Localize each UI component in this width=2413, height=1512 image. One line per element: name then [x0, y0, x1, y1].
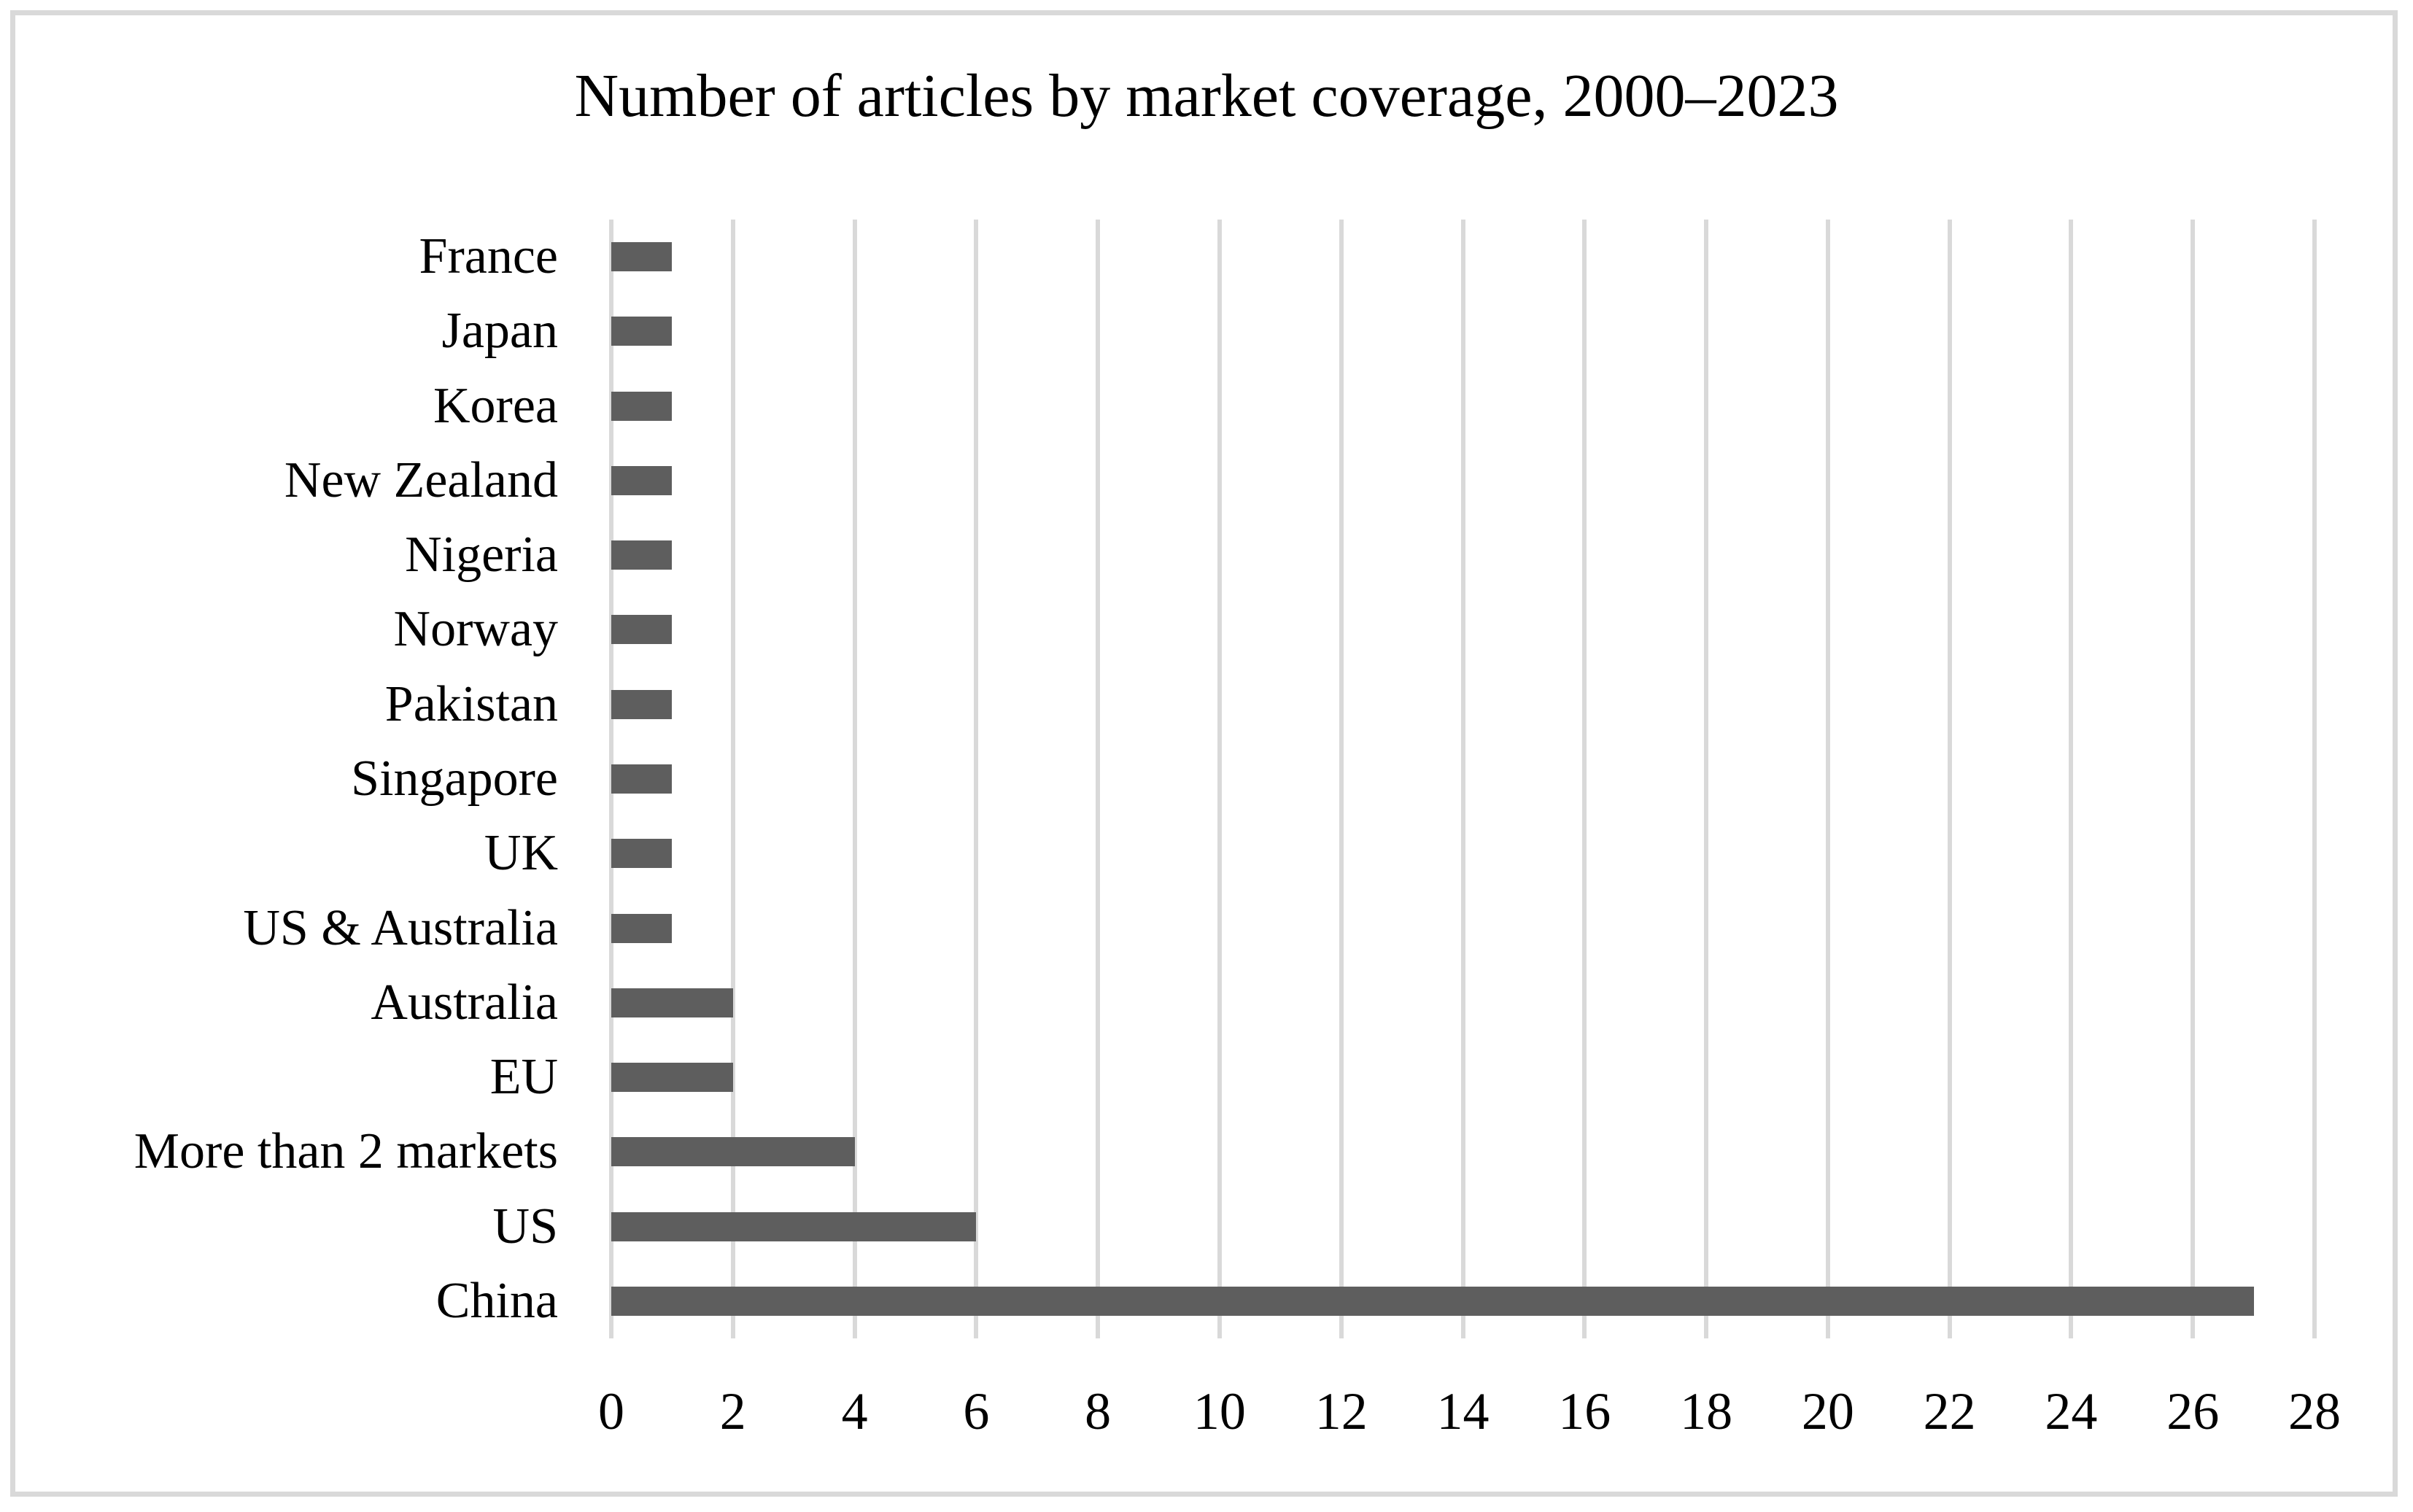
gridline-x-10 — [1217, 220, 1222, 1338]
category-label-eu: EU — [489, 1049, 558, 1106]
gridline-x-24 — [2069, 220, 2074, 1338]
x-tick-label-16: 16 — [1558, 1382, 1611, 1441]
category-label-korea: Korea — [433, 377, 558, 434]
category-label-us-australia: US & Australia — [243, 899, 558, 956]
category-label-pakistan: Pakistan — [384, 675, 558, 732]
gridline-x-18 — [1704, 220, 1709, 1338]
category-label-new-zealand: New Zealand — [284, 451, 558, 508]
gridline-x-4 — [852, 220, 857, 1338]
category-label-norway: Norway — [393, 601, 558, 658]
bar-more-than-2-markets — [611, 1137, 855, 1167]
plot-area — [609, 220, 2317, 1338]
x-tick-label-0: 0 — [598, 1382, 624, 1441]
bar-uk — [611, 839, 673, 869]
category-label-us: US — [492, 1198, 558, 1255]
category-label-singapore: Singapore — [351, 750, 558, 807]
x-tick-label-26: 26 — [2166, 1382, 2220, 1441]
bar-japan — [611, 317, 673, 346]
category-label-more-than-2-markets: More than 2 markets — [133, 1123, 558, 1180]
bar-korea — [611, 391, 673, 421]
x-tick-label-20: 20 — [1801, 1382, 1854, 1441]
x-tick-label-8: 8 — [1085, 1382, 1112, 1441]
gridline-x-2 — [730, 220, 735, 1338]
category-label-france: France — [419, 228, 558, 285]
chart-title: Number of articles by market coverage, 2… — [574, 62, 1839, 130]
bar-australia — [611, 988, 733, 1017]
category-label-australia: Australia — [371, 974, 558, 1031]
gridline-x-6 — [974, 220, 979, 1338]
bar-new-zealand — [611, 465, 673, 495]
gridline-x-28 — [2312, 220, 2317, 1338]
category-label-japan: Japan — [441, 303, 558, 360]
x-tick-label-4: 4 — [841, 1382, 868, 1441]
x-tick-label-2: 2 — [719, 1382, 746, 1441]
x-tick-label-14: 14 — [1436, 1382, 1490, 1441]
x-tick-label-18: 18 — [1680, 1382, 1733, 1441]
bar-eu — [611, 1063, 733, 1093]
bar-us — [611, 1211, 977, 1241]
bar-us-australia — [611, 913, 673, 943]
category-label-uk: UK — [484, 825, 558, 882]
x-tick-label-12: 12 — [1314, 1382, 1368, 1441]
x-tick-label-6: 6 — [963, 1382, 990, 1441]
gridline-x-14 — [1460, 220, 1465, 1338]
x-tick-label-24: 24 — [2045, 1382, 2098, 1441]
bar-pakistan — [611, 689, 673, 719]
gridline-x-22 — [1947, 220, 1952, 1338]
bar-france — [611, 242, 673, 272]
bar-norway — [611, 615, 673, 645]
x-tick-label-22: 22 — [1923, 1382, 1976, 1441]
bar-singapore — [611, 764, 673, 794]
category-label-nigeria: Nigeria — [405, 527, 558, 584]
category-label-china: China — [435, 1272, 558, 1329]
gridline-x-12 — [1339, 220, 1344, 1338]
bar-china — [611, 1286, 2254, 1316]
gridline-x-26 — [2191, 220, 2196, 1338]
x-tick-label-10: 10 — [1193, 1382, 1246, 1441]
x-tick-label-28: 28 — [2288, 1382, 2341, 1441]
gridline-x-20 — [1825, 220, 1830, 1338]
gridline-x-8 — [1096, 220, 1101, 1338]
bar-nigeria — [611, 540, 673, 570]
gridline-x-16 — [1582, 220, 1587, 1338]
